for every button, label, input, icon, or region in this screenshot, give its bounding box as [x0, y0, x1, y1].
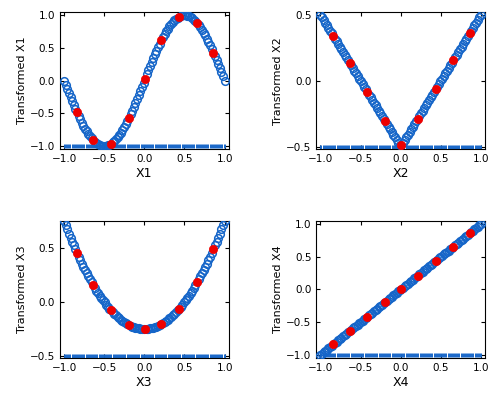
- Y-axis label: Transformed X1: Transformed X1: [17, 37, 27, 125]
- X-axis label: X1: X1: [136, 167, 152, 180]
- Y-axis label: Transformed X4: Transformed X4: [274, 246, 283, 334]
- Y-axis label: Transformed X2: Transformed X2: [274, 37, 283, 125]
- X-axis label: X4: X4: [392, 376, 409, 389]
- X-axis label: X2: X2: [392, 167, 409, 180]
- Y-axis label: Transformed X3: Transformed X3: [17, 246, 27, 333]
- X-axis label: X3: X3: [136, 376, 152, 389]
